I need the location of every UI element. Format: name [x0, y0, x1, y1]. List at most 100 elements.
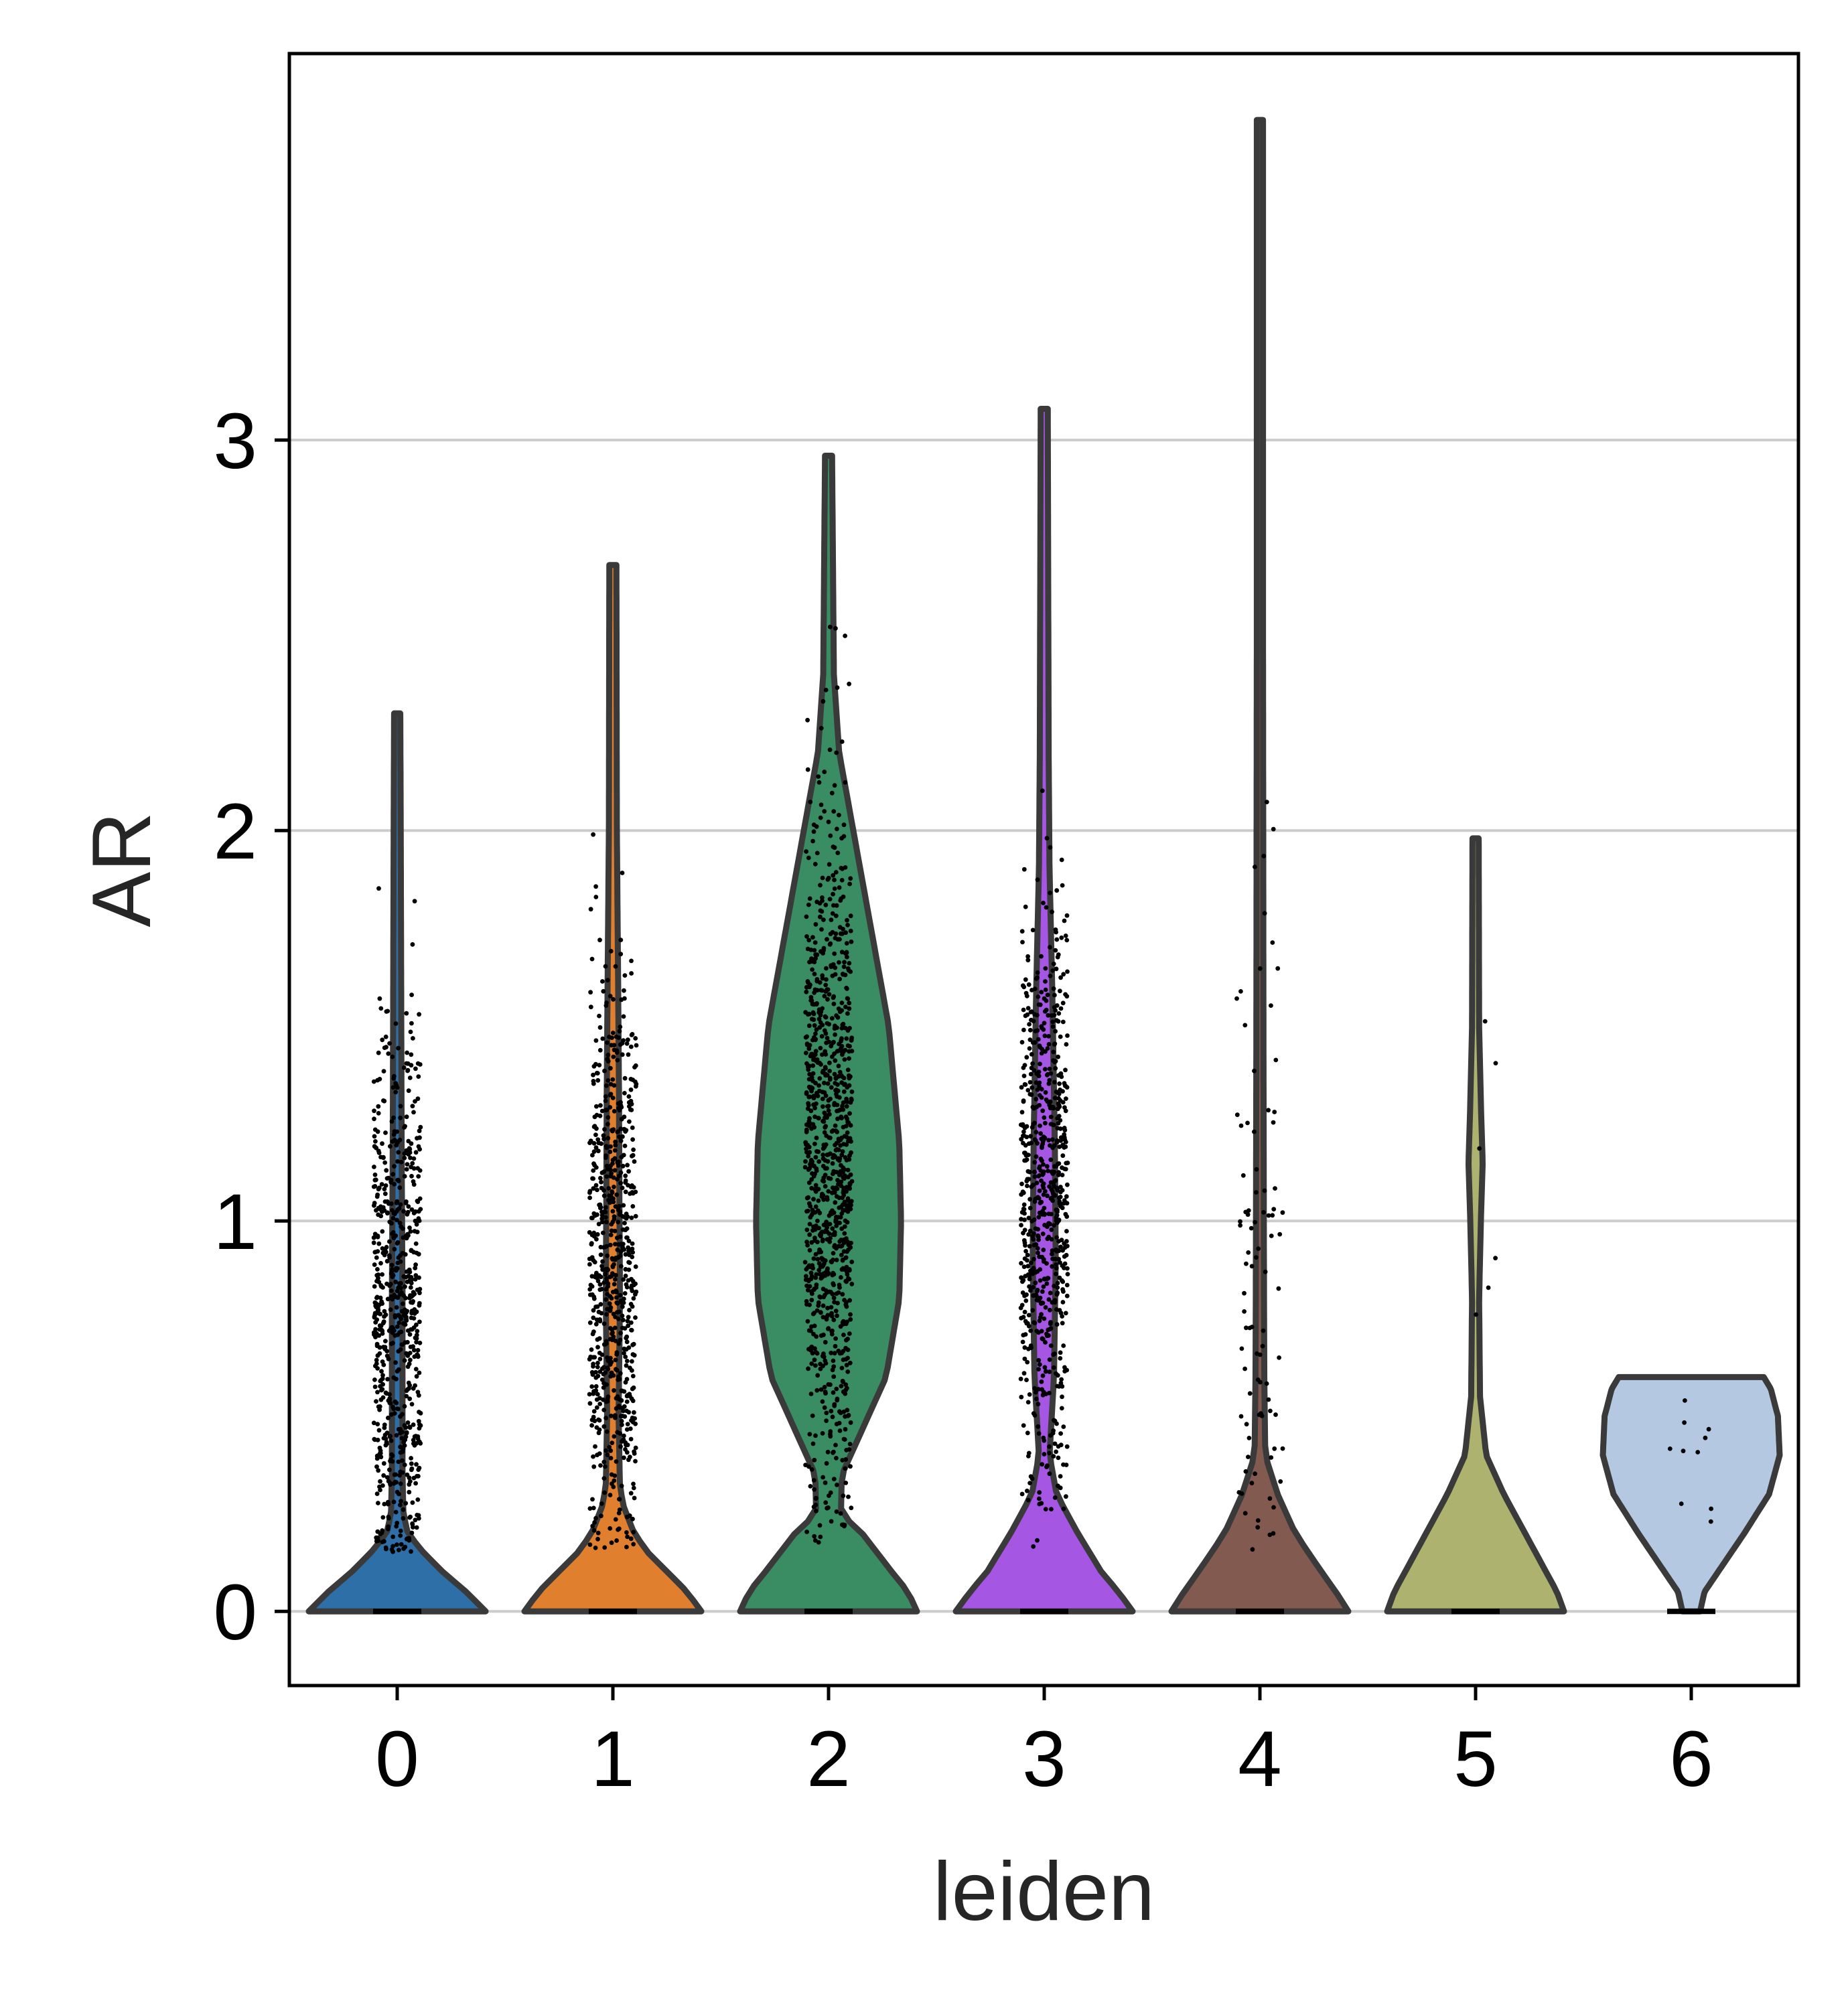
data-point [608, 1274, 613, 1280]
data-point [812, 1124, 817, 1130]
data-point [410, 942, 415, 947]
data-point [830, 1226, 835, 1231]
data-point [407, 1396, 413, 1402]
data-point [385, 1009, 390, 1014]
data-point [603, 1215, 608, 1220]
data-point [1021, 1206, 1026, 1211]
data-point [841, 1409, 847, 1414]
data-point [816, 1268, 822, 1272]
data-point [413, 1262, 418, 1267]
data-point [610, 1190, 615, 1195]
data-point [830, 1414, 835, 1420]
data-point [818, 914, 823, 919]
data-point [606, 1122, 610, 1127]
data-point [1023, 1319, 1028, 1324]
data-point [812, 1457, 817, 1463]
data-point [843, 1426, 848, 1432]
data-point [407, 1489, 412, 1495]
data-point [843, 1414, 847, 1419]
data-point [629, 1328, 634, 1333]
data-point [848, 1074, 853, 1079]
data-point [384, 1168, 389, 1173]
data-point [415, 1497, 421, 1502]
data-point [1474, 1312, 1479, 1317]
data-point [624, 1394, 630, 1399]
data-point [803, 1010, 808, 1015]
data-point [819, 726, 824, 731]
data-point [1058, 1201, 1063, 1206]
data-point [1041, 1435, 1046, 1440]
data-point [1043, 1120, 1048, 1126]
data-point [593, 1546, 598, 1550]
data-point [1238, 1414, 1244, 1419]
data-point [814, 978, 820, 984]
data-point [631, 1481, 636, 1487]
data-point [1056, 1011, 1062, 1016]
data-point [595, 1530, 601, 1536]
data-point [1058, 1034, 1063, 1039]
data-point [1041, 1162, 1046, 1167]
data-point [1269, 1003, 1273, 1008]
data-point [1240, 1173, 1246, 1178]
data-point [811, 1011, 816, 1017]
data-point [408, 1155, 413, 1161]
data-point [1271, 1207, 1277, 1211]
data-point [599, 1264, 604, 1269]
data-point [1234, 1112, 1240, 1118]
data-point [400, 1301, 405, 1307]
data-point [398, 1450, 403, 1455]
data-point [593, 1165, 599, 1170]
data-point [843, 1302, 849, 1307]
data-point [379, 1369, 384, 1374]
data-point [382, 1045, 387, 1050]
data-point [1044, 1164, 1050, 1169]
data-point [409, 1530, 415, 1536]
data-point [819, 1062, 823, 1067]
data-point [397, 1321, 402, 1325]
data-point [623, 1273, 628, 1278]
data-point [401, 1546, 407, 1552]
data-point [828, 1490, 833, 1495]
data-point [1277, 1232, 1283, 1237]
data-point [833, 1058, 838, 1063]
data-point [623, 1252, 628, 1257]
data-point [371, 1235, 376, 1240]
data-point [603, 1108, 608, 1113]
data-point [825, 1449, 831, 1455]
data-point [378, 1450, 383, 1456]
data-point [812, 1114, 817, 1119]
data-point [1054, 937, 1060, 942]
data-point [620, 1313, 625, 1319]
data-point [1052, 1080, 1057, 1085]
data-point [616, 1207, 621, 1212]
data-point [807, 1432, 812, 1437]
data-point [409, 1052, 414, 1057]
data-point [1022, 1211, 1027, 1216]
data-point [1061, 1424, 1066, 1429]
data-point [1029, 1124, 1035, 1130]
data-point [813, 1252, 819, 1257]
data-point [1035, 1246, 1040, 1251]
data-point [612, 1413, 618, 1418]
data-point [834, 1509, 839, 1514]
data-point [408, 1229, 413, 1234]
data-point [804, 1091, 809, 1096]
data-point [594, 1104, 599, 1109]
data-point [1027, 1244, 1032, 1249]
data-point [628, 1491, 634, 1496]
data-point [837, 976, 842, 982]
data-point [821, 1152, 826, 1157]
data-point [1706, 1426, 1711, 1432]
data-point [604, 1312, 609, 1317]
data-point [1028, 1134, 1033, 1139]
data-point [1027, 1027, 1033, 1033]
data-point [398, 1104, 403, 1109]
data-point [606, 1136, 611, 1141]
data-point [1054, 1266, 1059, 1271]
data-point [847, 1186, 852, 1191]
data-point [1025, 1430, 1030, 1436]
data-point [382, 1160, 388, 1165]
data-point [1040, 1172, 1045, 1177]
data-point [597, 1205, 603, 1211]
data-point [619, 1418, 624, 1424]
